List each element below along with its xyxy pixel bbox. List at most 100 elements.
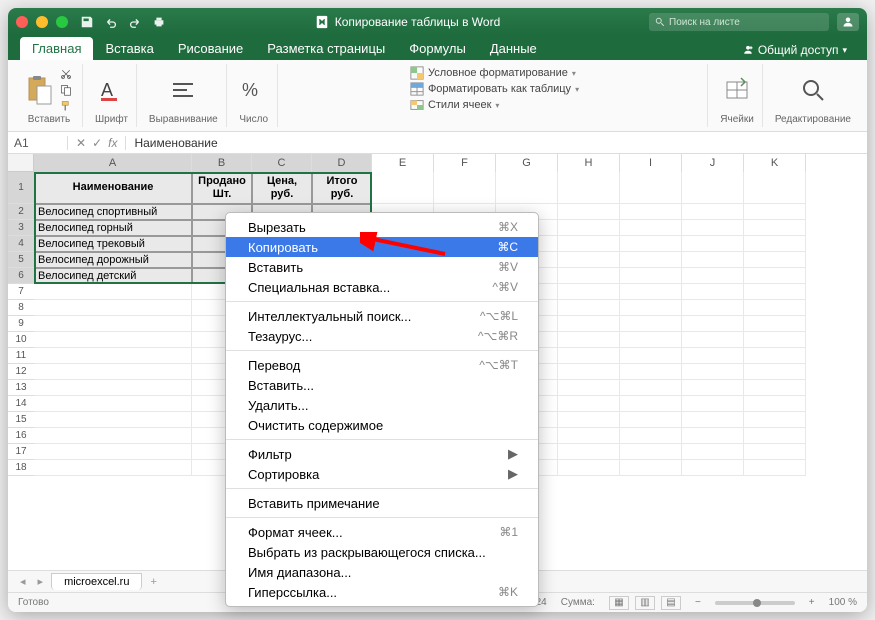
cell[interactable] [558,332,620,348]
table-cell[interactable]: Велосипед горный [34,220,192,236]
cell[interactable] [682,204,744,220]
minimize-button[interactable] [36,16,48,28]
user-badge[interactable] [837,13,859,31]
cell[interactable] [744,236,806,252]
row-header[interactable]: 12 [8,364,34,380]
cell[interactable] [744,348,806,364]
row-header[interactable]: 5 [8,252,34,268]
format-as-table[interactable]: Форматировать как таблицу ▾ [410,82,579,96]
row-header[interactable]: 3 [8,220,34,236]
menu-item[interactable]: Сортировка▶ [226,464,538,484]
cell[interactable] [558,428,620,444]
cell[interactable] [558,316,620,332]
cell[interactable] [682,332,744,348]
tab-home[interactable]: Главная [20,37,93,60]
cell[interactable] [744,412,806,428]
cell[interactable] [620,428,682,444]
zoom-slider[interactable] [715,601,795,605]
cell[interactable] [682,460,744,476]
cell[interactable] [34,444,192,460]
cell[interactable] [682,428,744,444]
cell[interactable] [620,396,682,412]
cell[interactable] [744,284,806,300]
row-header[interactable]: 11 [8,348,34,364]
name-box[interactable]: A1 [8,136,68,150]
search-input[interactable]: Поиск на листе [649,13,829,31]
table-cell[interactable]: Велосипед детский [34,268,192,284]
cell[interactable] [620,284,682,300]
cell[interactable] [558,364,620,380]
cell[interactable] [744,460,806,476]
row-header[interactable]: 9 [8,316,34,332]
menu-item[interactable]: Копировать⌘C [226,237,538,257]
cell[interactable] [558,300,620,316]
col-header[interactable]: G [496,154,558,172]
menu-item[interactable]: Вставить... [226,375,538,395]
view-page[interactable]: ▥ [635,596,655,610]
col-header[interactable]: I [620,154,682,172]
tab-layout[interactable]: Разметка страницы [255,37,397,60]
tab-nav-first[interactable]: ◂ [16,575,30,588]
col-header[interactable]: E [372,154,434,172]
cell[interactable] [558,236,620,252]
menu-item[interactable]: Перевод^⌥⌘T [226,355,538,375]
cell[interactable] [34,284,192,300]
row-header[interactable]: 1 [8,172,34,204]
cell[interactable] [558,396,620,412]
editing-button[interactable] [798,73,828,107]
cell[interactable] [620,220,682,236]
cells-button[interactable] [722,73,752,107]
row-header[interactable]: 13 [8,380,34,396]
maximize-button[interactable] [56,16,68,28]
menu-item[interactable]: Формат ячеек...⌘1 [226,522,538,542]
redo-icon[interactable] [128,15,142,29]
cell[interactable] [744,316,806,332]
alignment-button[interactable] [168,73,198,107]
cell[interactable] [744,396,806,412]
cell[interactable] [682,380,744,396]
menu-item[interactable]: Очистить содержимое [226,415,538,435]
view-normal[interactable]: ▦ [609,596,629,610]
cell[interactable] [744,268,806,284]
tab-formulas[interactable]: Формулы [397,37,478,60]
cell[interactable] [744,364,806,380]
menu-item[interactable]: Удалить... [226,395,538,415]
cell[interactable] [744,380,806,396]
table-header-cell[interactable]: Наименование [34,172,192,204]
fx-icon[interactable]: fx [108,136,117,150]
cell[interactable] [744,300,806,316]
cell[interactable] [34,380,192,396]
cell[interactable] [620,204,682,220]
cell[interactable] [372,172,434,204]
sheet-tab[interactable]: microexcel.ru [51,573,142,590]
table-cell[interactable]: Велосипед спортивный [34,204,192,220]
cell[interactable] [34,364,192,380]
cell[interactable] [682,252,744,268]
zoom-in[interactable]: + [809,597,815,608]
cell[interactable] [620,268,682,284]
cell[interactable] [682,220,744,236]
row-header[interactable]: 15 [8,412,34,428]
cell[interactable] [34,412,192,428]
menu-item[interactable]: Выбрать из раскрывающегося списка... [226,542,538,562]
table-header-cell[interactable]: Итого руб. [312,172,372,204]
cell[interactable] [558,348,620,364]
cell[interactable] [34,316,192,332]
col-header[interactable]: D [312,154,372,172]
row-header[interactable]: 8 [8,300,34,316]
cell[interactable] [620,172,682,204]
paste-button[interactable] [24,73,54,107]
cell[interactable] [558,284,620,300]
cell[interactable] [558,252,620,268]
close-button[interactable] [16,16,28,28]
cell[interactable] [558,444,620,460]
cancel-icon[interactable]: ✕ [76,136,86,150]
tab-draw[interactable]: Рисование [166,37,255,60]
add-sheet[interactable]: + [146,576,160,588]
cell[interactable] [558,172,620,204]
table-cell[interactable]: Велосипед дорожный [34,252,192,268]
number-button[interactable]: % [239,73,269,107]
menu-item[interactable]: Специальная вставка...^⌘V [226,277,538,297]
copy-icon[interactable] [58,83,74,97]
table-header-cell[interactable]: Продано Шт. [192,172,252,204]
